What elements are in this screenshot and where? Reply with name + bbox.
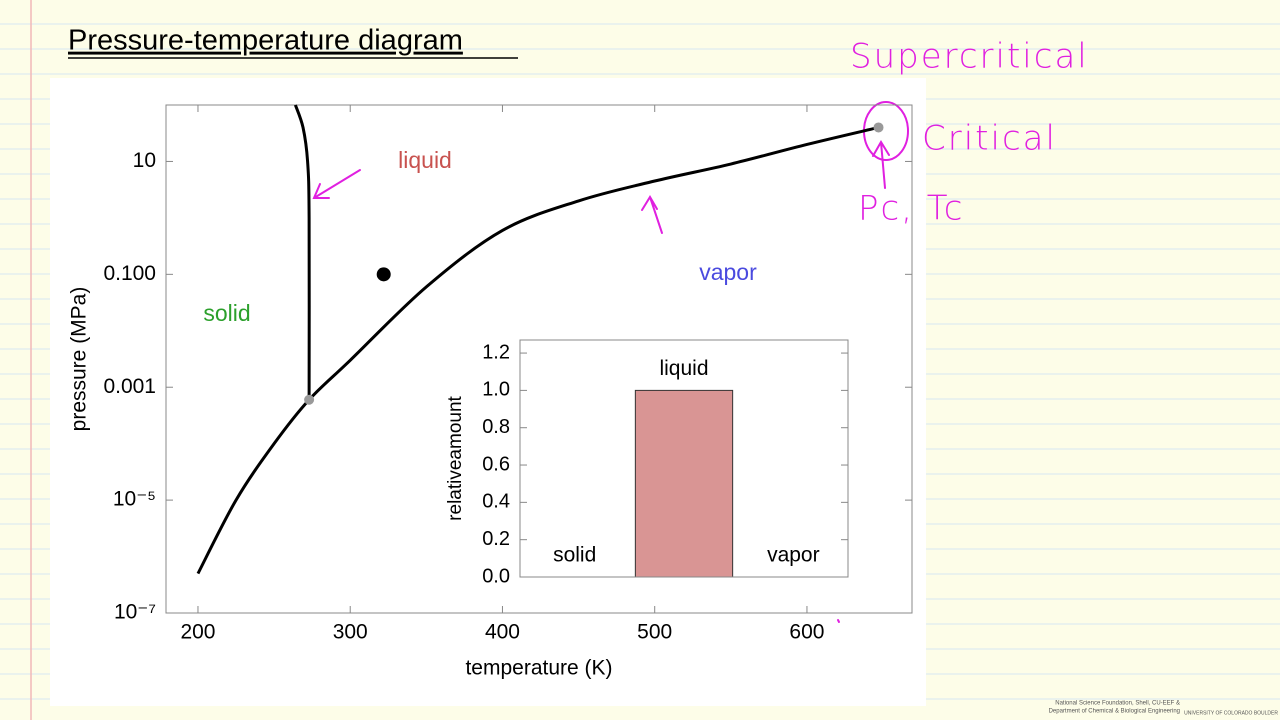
melting-arrow xyxy=(312,169,361,199)
state-point xyxy=(304,394,315,405)
x-tick-label: 300 xyxy=(333,621,368,644)
credit-line: Department of Chemical & Biological Engi… xyxy=(1049,709,1180,715)
x-tick-label: 200 xyxy=(180,621,215,644)
state-point xyxy=(873,122,884,133)
x-tick-label: 600 xyxy=(789,621,824,644)
x-axis-label: temperature (K) xyxy=(465,657,612,680)
state-point xyxy=(376,267,391,282)
region-label: liquid xyxy=(398,147,452,173)
boiling-arrow xyxy=(641,195,663,234)
inset-chart: solid liquid vapor 0.0 0.2 0.4 0.6 0.8 1.0 1.2 rel… xyxy=(445,339,849,587)
ink-dot xyxy=(837,619,840,623)
y-tick-label: 10⁻⁵ xyxy=(113,488,156,511)
y-tick-label: 10⁻⁷ xyxy=(114,601,156,624)
plot-frame xyxy=(519,339,849,578)
x-tick-label: 500 xyxy=(637,621,672,644)
note-pc-tc: Pc, Tc xyxy=(858,189,965,229)
y-tick-label: 0.001 xyxy=(103,375,156,398)
y-tick-label: 1.0 xyxy=(482,379,510,401)
y-tick-label: 0.2 xyxy=(482,528,510,550)
category-label: liquid xyxy=(659,357,708,380)
main-chart: 10⁻⁷ 10⁻⁵ 0.001 0.100 10 200 300 400 500 600 tempe… xyxy=(68,104,913,680)
category-label: vapor xyxy=(767,544,820,567)
credit-line: UNIVERSITY OF COLORADO BOULDER xyxy=(1184,710,1278,716)
x-tick-label: 400 xyxy=(485,621,520,644)
y-tick-label: 0.0 xyxy=(482,565,510,587)
y-tick-label: 0.8 xyxy=(482,416,510,438)
y-tick-label: 1.2 xyxy=(482,341,510,363)
note-supercritical: Supercritical xyxy=(850,37,1089,77)
credit-line: National Science Foundation, Shell, CU-E… xyxy=(1055,701,1180,707)
credit: National Science Foundation, Shell, CU-E… xyxy=(1049,701,1279,717)
y-tick-label: 0.4 xyxy=(482,491,510,513)
y-axis-label: pressure (MPa) xyxy=(68,287,91,432)
critical-arrow xyxy=(872,140,890,189)
y-axis-label: relativeamount xyxy=(445,395,466,520)
region-label: solid xyxy=(203,300,250,326)
phase-boundary xyxy=(196,126,879,575)
category-label: solid xyxy=(553,544,596,567)
y-tick-label: 0.100 xyxy=(103,262,156,285)
plot-frame xyxy=(165,104,913,614)
note-critical: Critical xyxy=(922,119,1057,159)
slide-title: Pressure-temperature diagram xyxy=(68,25,463,57)
region-label: vapor xyxy=(699,259,757,285)
y-tick-label: 0.6 xyxy=(482,453,510,475)
bar xyxy=(634,389,734,578)
phase-boundary xyxy=(293,104,311,400)
y-tick-label: 10 xyxy=(133,149,156,172)
